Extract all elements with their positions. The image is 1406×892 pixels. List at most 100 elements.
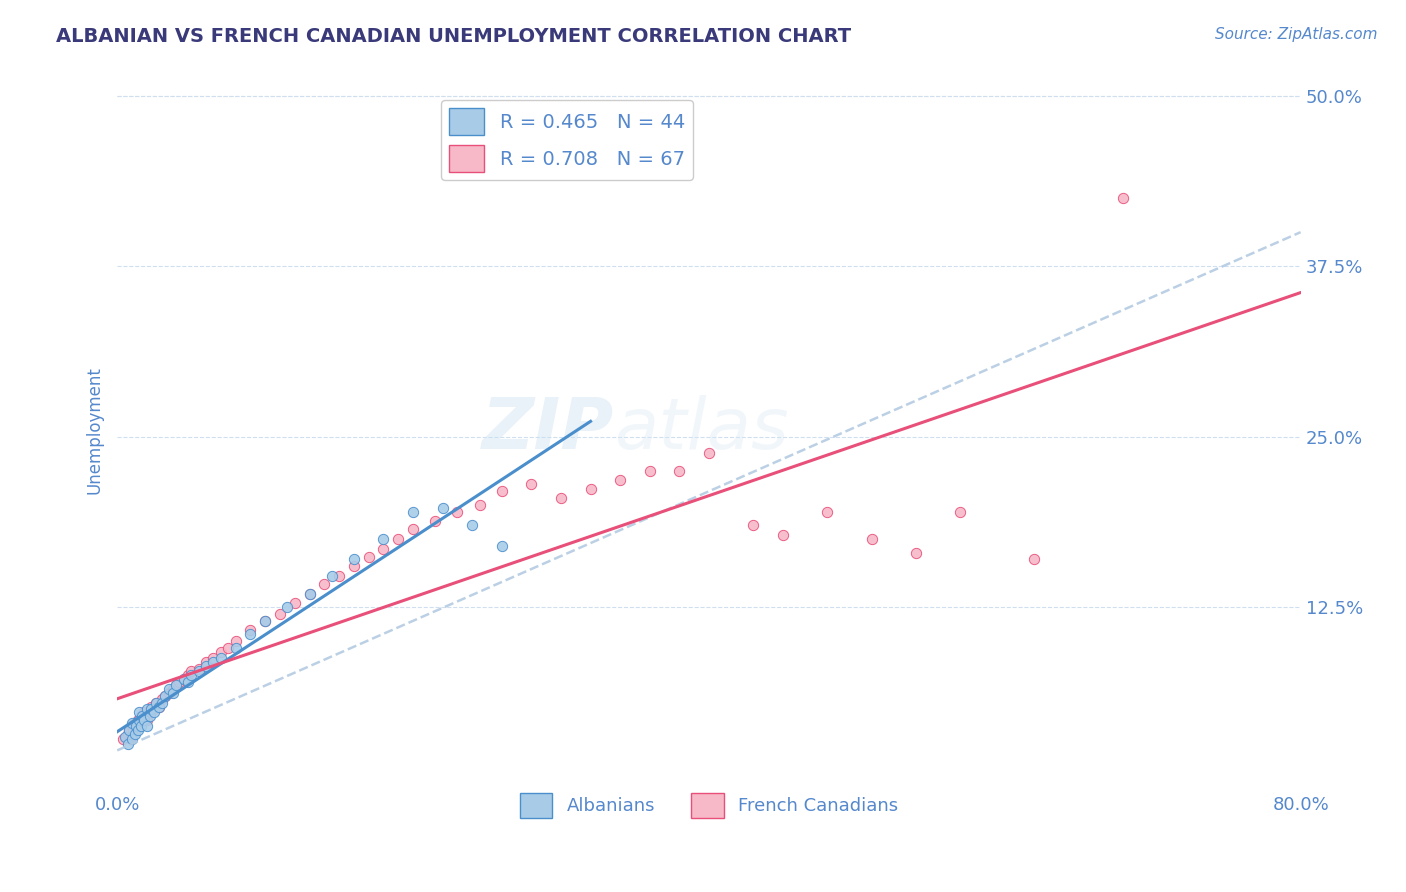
Point xyxy=(298,586,321,600)
Point xyxy=(209,650,232,665)
Point xyxy=(217,641,239,656)
Point xyxy=(269,607,291,621)
Point xyxy=(148,699,170,714)
Text: Source: ZipAtlas.com: Source: ZipAtlas.com xyxy=(1215,27,1378,42)
Point xyxy=(321,569,343,583)
Point xyxy=(373,541,395,556)
Point xyxy=(145,696,167,710)
Point xyxy=(860,532,883,546)
Text: atlas: atlas xyxy=(614,395,789,465)
Point xyxy=(143,702,166,716)
Point xyxy=(609,474,631,488)
Point xyxy=(461,518,484,533)
Point xyxy=(254,614,277,628)
Point xyxy=(239,624,262,638)
Point xyxy=(194,655,217,669)
Point xyxy=(127,723,149,737)
Point xyxy=(905,546,928,560)
Point xyxy=(177,668,200,682)
Point xyxy=(138,709,160,723)
Point xyxy=(131,714,153,728)
Point xyxy=(209,645,232,659)
Point xyxy=(157,686,180,700)
Y-axis label: Unemployment: Unemployment xyxy=(86,366,103,494)
Point xyxy=(187,665,209,679)
Point xyxy=(298,586,321,600)
Point xyxy=(432,500,454,515)
Point xyxy=(225,634,247,648)
Point xyxy=(143,705,166,719)
Point xyxy=(402,523,425,537)
Point xyxy=(284,596,307,610)
Point xyxy=(173,673,195,687)
Point xyxy=(343,559,366,574)
Point xyxy=(153,689,176,703)
Point xyxy=(402,505,425,519)
Point xyxy=(180,668,202,682)
Point xyxy=(446,505,468,519)
Point xyxy=(772,528,794,542)
Point xyxy=(162,681,184,696)
Point xyxy=(343,552,366,566)
Point xyxy=(157,681,180,696)
Point xyxy=(148,699,170,714)
Point xyxy=(173,673,195,687)
Point xyxy=(128,714,150,728)
Point xyxy=(177,675,200,690)
Point xyxy=(134,709,156,723)
Point xyxy=(742,518,765,533)
Point xyxy=(117,727,139,741)
Point xyxy=(254,614,277,628)
Point xyxy=(138,705,160,719)
Point xyxy=(162,686,184,700)
Point xyxy=(132,714,155,728)
Point xyxy=(165,678,187,692)
Point xyxy=(491,484,513,499)
Legend: Albanians, French Canadians: Albanians, French Canadians xyxy=(512,786,905,826)
Text: ALBANIAN VS FRENCH CANADIAN UNEMPLOYMENT CORRELATION CHART: ALBANIAN VS FRENCH CANADIAN UNEMPLOYMENT… xyxy=(56,27,852,45)
Point xyxy=(491,539,513,553)
Point xyxy=(112,732,135,747)
Point xyxy=(949,505,972,519)
Point xyxy=(638,464,661,478)
Point xyxy=(194,658,217,673)
Point xyxy=(129,719,152,733)
Point xyxy=(425,514,447,528)
Point xyxy=(328,569,350,583)
Point xyxy=(135,719,157,733)
Point xyxy=(373,532,395,546)
Point xyxy=(121,732,143,747)
Point xyxy=(150,691,173,706)
Point xyxy=(114,730,136,744)
Point xyxy=(115,730,138,744)
Point xyxy=(169,675,191,690)
Point xyxy=(141,702,163,716)
Point xyxy=(468,498,491,512)
Point xyxy=(121,716,143,731)
Point xyxy=(579,482,602,496)
Point xyxy=(202,650,225,665)
Point xyxy=(276,600,298,615)
Point xyxy=(1112,191,1135,205)
Point xyxy=(225,641,247,656)
Point xyxy=(117,737,139,751)
Point xyxy=(165,678,187,692)
Point xyxy=(187,662,209,676)
Point xyxy=(127,714,149,728)
Point xyxy=(141,699,163,714)
Point xyxy=(145,696,167,710)
Point xyxy=(150,696,173,710)
Point xyxy=(120,730,142,744)
Point xyxy=(550,491,572,505)
Point xyxy=(387,532,409,546)
Point xyxy=(135,714,157,728)
Point xyxy=(697,446,720,460)
Point xyxy=(135,702,157,716)
Point xyxy=(153,689,176,703)
Point xyxy=(668,464,690,478)
Point xyxy=(128,716,150,731)
Point xyxy=(122,723,145,737)
Point xyxy=(128,705,150,719)
Point xyxy=(118,723,141,737)
Point xyxy=(118,723,141,737)
